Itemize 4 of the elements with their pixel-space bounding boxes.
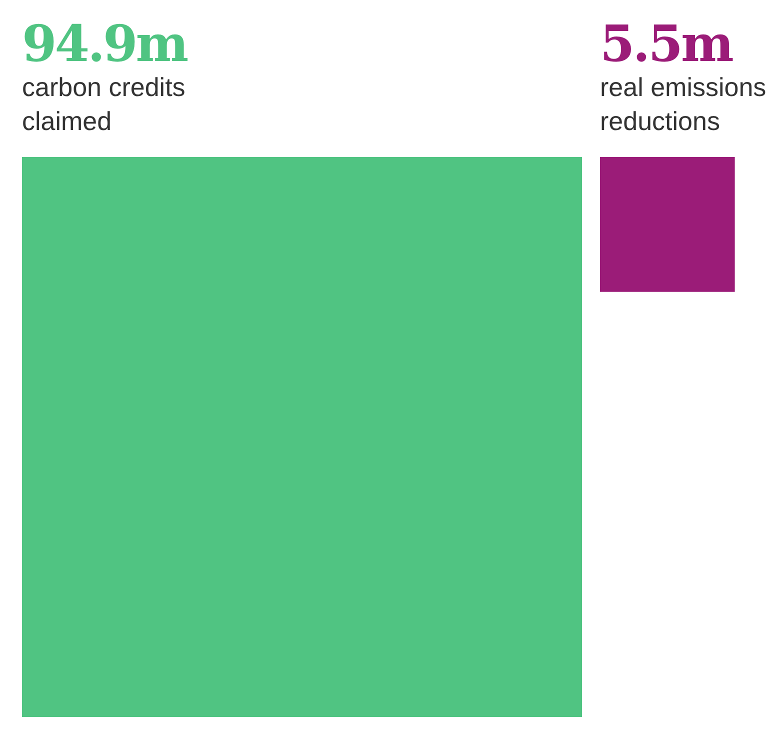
- category-label: carbon credits claimed: [22, 71, 186, 138]
- data-label: 5.5m: [600, 14, 734, 73]
- data-label: 94.9m: [22, 14, 188, 73]
- category-label: real emissions reductions: [600, 71, 768, 138]
